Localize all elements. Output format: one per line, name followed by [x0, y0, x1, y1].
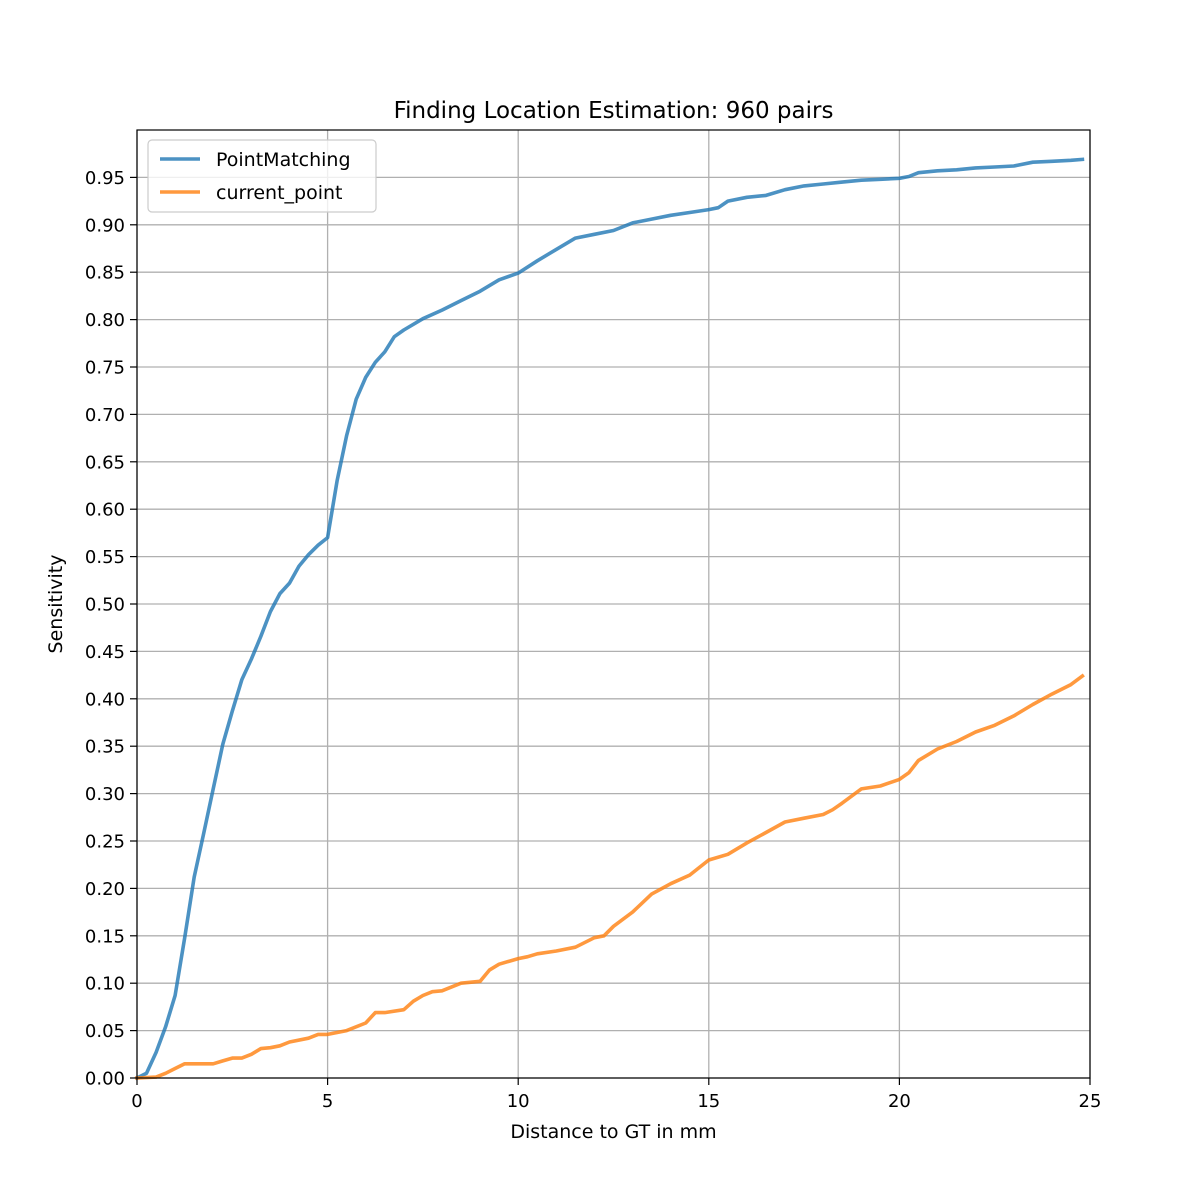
x-tick-label: 20 — [888, 1091, 911, 1112]
y-tick-label: 0.35 — [85, 737, 125, 758]
ticks: 0 5 10 15 20 25 0.00 0.05 0.10 0.15 0.20 0.25 0.30 0.… — [85, 168, 1102, 1112]
y-tick-label: 0.95 — [85, 168, 125, 189]
legend-box — [147, 139, 377, 213]
y-tick-label: 0.05 — [85, 1021, 125, 1042]
y-tick-label: 0.45 — [85, 642, 125, 663]
x-axis-label: Distance to GT in mm — [510, 1121, 716, 1143]
legend-label: current_point — [216, 182, 343, 204]
chart-title: Finding Location Estimation: 960 pairs — [394, 98, 834, 124]
y-tick-label: 0.30 — [85, 784, 125, 805]
y-tick-label: 0.20 — [85, 879, 125, 900]
y-tick-label: 0.75 — [85, 358, 125, 379]
y-tick-label: 0.10 — [85, 974, 125, 995]
legend: PointMatching current_point — [147, 139, 377, 213]
x-tick-label: 10 — [507, 1091, 530, 1112]
y-tick-label: 0.90 — [85, 215, 125, 236]
y-tick-label: 0.25 — [85, 832, 125, 853]
y-tick-label: 0.40 — [85, 689, 125, 710]
y-tick-label: 0.70 — [85, 405, 125, 426]
y-tick-label: 0.00 — [85, 1069, 125, 1090]
series-line-pointmatching — [134, 157, 1085, 1081]
legend-label: PointMatching — [216, 149, 351, 171]
grid — [136, 130, 1091, 1079]
y-tick-label: 0.55 — [85, 547, 125, 568]
y-tick-label: 0.60 — [85, 500, 125, 521]
x-tick-label: 15 — [697, 1091, 720, 1112]
y-axis-label: Sensitivity — [45, 555, 67, 654]
series-lines — [134, 157, 1085, 1081]
x-tick-label: 25 — [1079, 1091, 1102, 1112]
x-tick-label: 5 — [322, 1091, 333, 1112]
y-tick-label: 0.15 — [85, 926, 125, 947]
y-tick-label: 0.50 — [85, 595, 125, 616]
y-tick-label: 0.85 — [85, 263, 125, 284]
series-line-current-point — [135, 673, 1085, 1080]
y-tick-label: 0.65 — [85, 452, 125, 473]
y-tick-label: 0.80 — [85, 310, 125, 331]
x-tick-label: 0 — [131, 1091, 142, 1112]
